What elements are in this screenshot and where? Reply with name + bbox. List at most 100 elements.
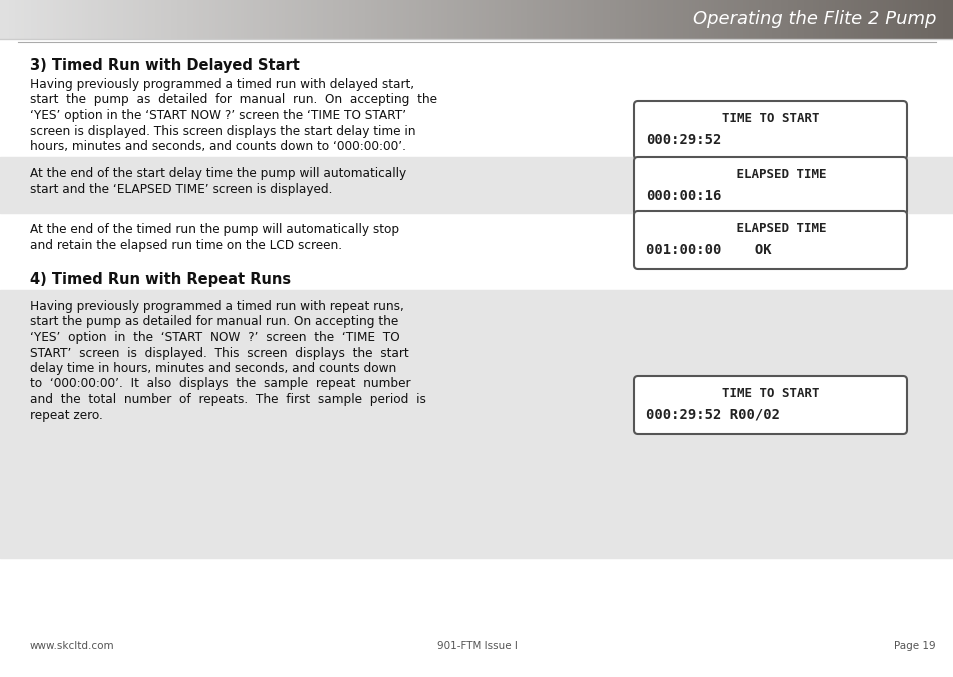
Bar [438, 0, 441, 38]
Bar [45, 0, 48, 38]
Bar [375, 0, 378, 38]
Bar [626, 0, 629, 38]
Bar [188, 0, 191, 38]
Bar [670, 0, 674, 38]
FancyBboxPatch shape [634, 157, 906, 215]
Bar [207, 0, 210, 38]
Bar [343, 0, 346, 38]
Bar [559, 0, 562, 38]
Bar [86, 0, 89, 38]
Bar [489, 0, 493, 38]
Text: ELAPSED TIME: ELAPSED TIME [714, 222, 826, 235]
Bar [883, 0, 886, 38]
Bar [362, 0, 365, 38]
Text: 000:29:52: 000:29:52 [645, 133, 720, 147]
Bar [737, 0, 740, 38]
Bar [314, 0, 317, 38]
Bar [486, 0, 489, 38]
Bar [801, 0, 803, 38]
Bar [779, 0, 781, 38]
Text: Having previously programmed a timed run with repeat runs,: Having previously programmed a timed run… [30, 300, 403, 313]
Bar [689, 0, 693, 38]
Bar [660, 0, 664, 38]
Bar [295, 0, 298, 38]
Bar [283, 0, 286, 38]
Bar [851, 0, 855, 38]
Bar [200, 0, 203, 38]
Bar [460, 0, 464, 38]
Text: start and the ‘ELAPSED TIME’ screen is displayed.: start and the ‘ELAPSED TIME’ screen is d… [30, 183, 332, 196]
Text: 901-FTM Issue I: 901-FTM Issue I [436, 641, 517, 651]
Bar [664, 0, 667, 38]
Bar [436, 0, 438, 38]
Bar [524, 0, 527, 38]
Bar [264, 0, 267, 38]
Bar [813, 0, 817, 38]
Bar [324, 0, 327, 38]
Bar [213, 0, 216, 38]
Bar [841, 0, 845, 38]
Bar [839, 0, 841, 38]
Bar [251, 0, 254, 38]
Bar [394, 0, 397, 38]
Bar [496, 0, 498, 38]
Bar [108, 0, 112, 38]
Bar [918, 0, 922, 38]
Bar [756, 0, 760, 38]
Bar [455, 0, 457, 38]
Bar [391, 0, 394, 38]
Bar [645, 0, 648, 38]
Bar [448, 0, 451, 38]
Bar [143, 0, 146, 38]
Bar [289, 0, 293, 38]
FancyBboxPatch shape [634, 211, 906, 269]
Text: start the pump as detailed for manual run. On accepting the: start the pump as detailed for manual ru… [30, 315, 397, 328]
Bar [41, 0, 45, 38]
Bar [508, 0, 512, 38]
Bar [191, 0, 193, 38]
Text: 000:29:52 R00/02: 000:29:52 R00/02 [645, 408, 780, 422]
Bar [794, 0, 798, 38]
Bar [931, 0, 934, 38]
Bar [937, 0, 941, 38]
Bar [731, 0, 734, 38]
Bar [817, 0, 820, 38]
FancyBboxPatch shape [634, 376, 906, 434]
Bar [877, 0, 880, 38]
Bar [655, 0, 658, 38]
Bar [908, 0, 912, 38]
Bar [127, 0, 131, 38]
Bar [79, 0, 83, 38]
Bar [502, 0, 505, 38]
Bar [788, 0, 791, 38]
Bar [159, 0, 162, 38]
Bar [658, 0, 660, 38]
Bar [334, 0, 336, 38]
Bar [708, 0, 712, 38]
Bar [67, 0, 70, 38]
Bar [810, 0, 813, 38]
Bar [743, 0, 746, 38]
Bar [73, 0, 76, 38]
Bar [422, 0, 426, 38]
Bar [683, 0, 686, 38]
Bar [617, 0, 619, 38]
Bar [432, 0, 436, 38]
Bar [279, 0, 283, 38]
Bar [162, 0, 165, 38]
Bar [760, 0, 762, 38]
Bar [594, 0, 598, 38]
Bar [855, 0, 858, 38]
Bar [57, 0, 60, 38]
Bar [0, 0, 3, 38]
Bar [235, 0, 238, 38]
Bar [302, 0, 305, 38]
Bar [397, 0, 400, 38]
Bar [807, 0, 810, 38]
Bar [607, 0, 610, 38]
Bar [820, 0, 822, 38]
Bar [245, 0, 248, 38]
Bar [270, 0, 274, 38]
Bar [203, 0, 207, 38]
Bar [572, 0, 575, 38]
